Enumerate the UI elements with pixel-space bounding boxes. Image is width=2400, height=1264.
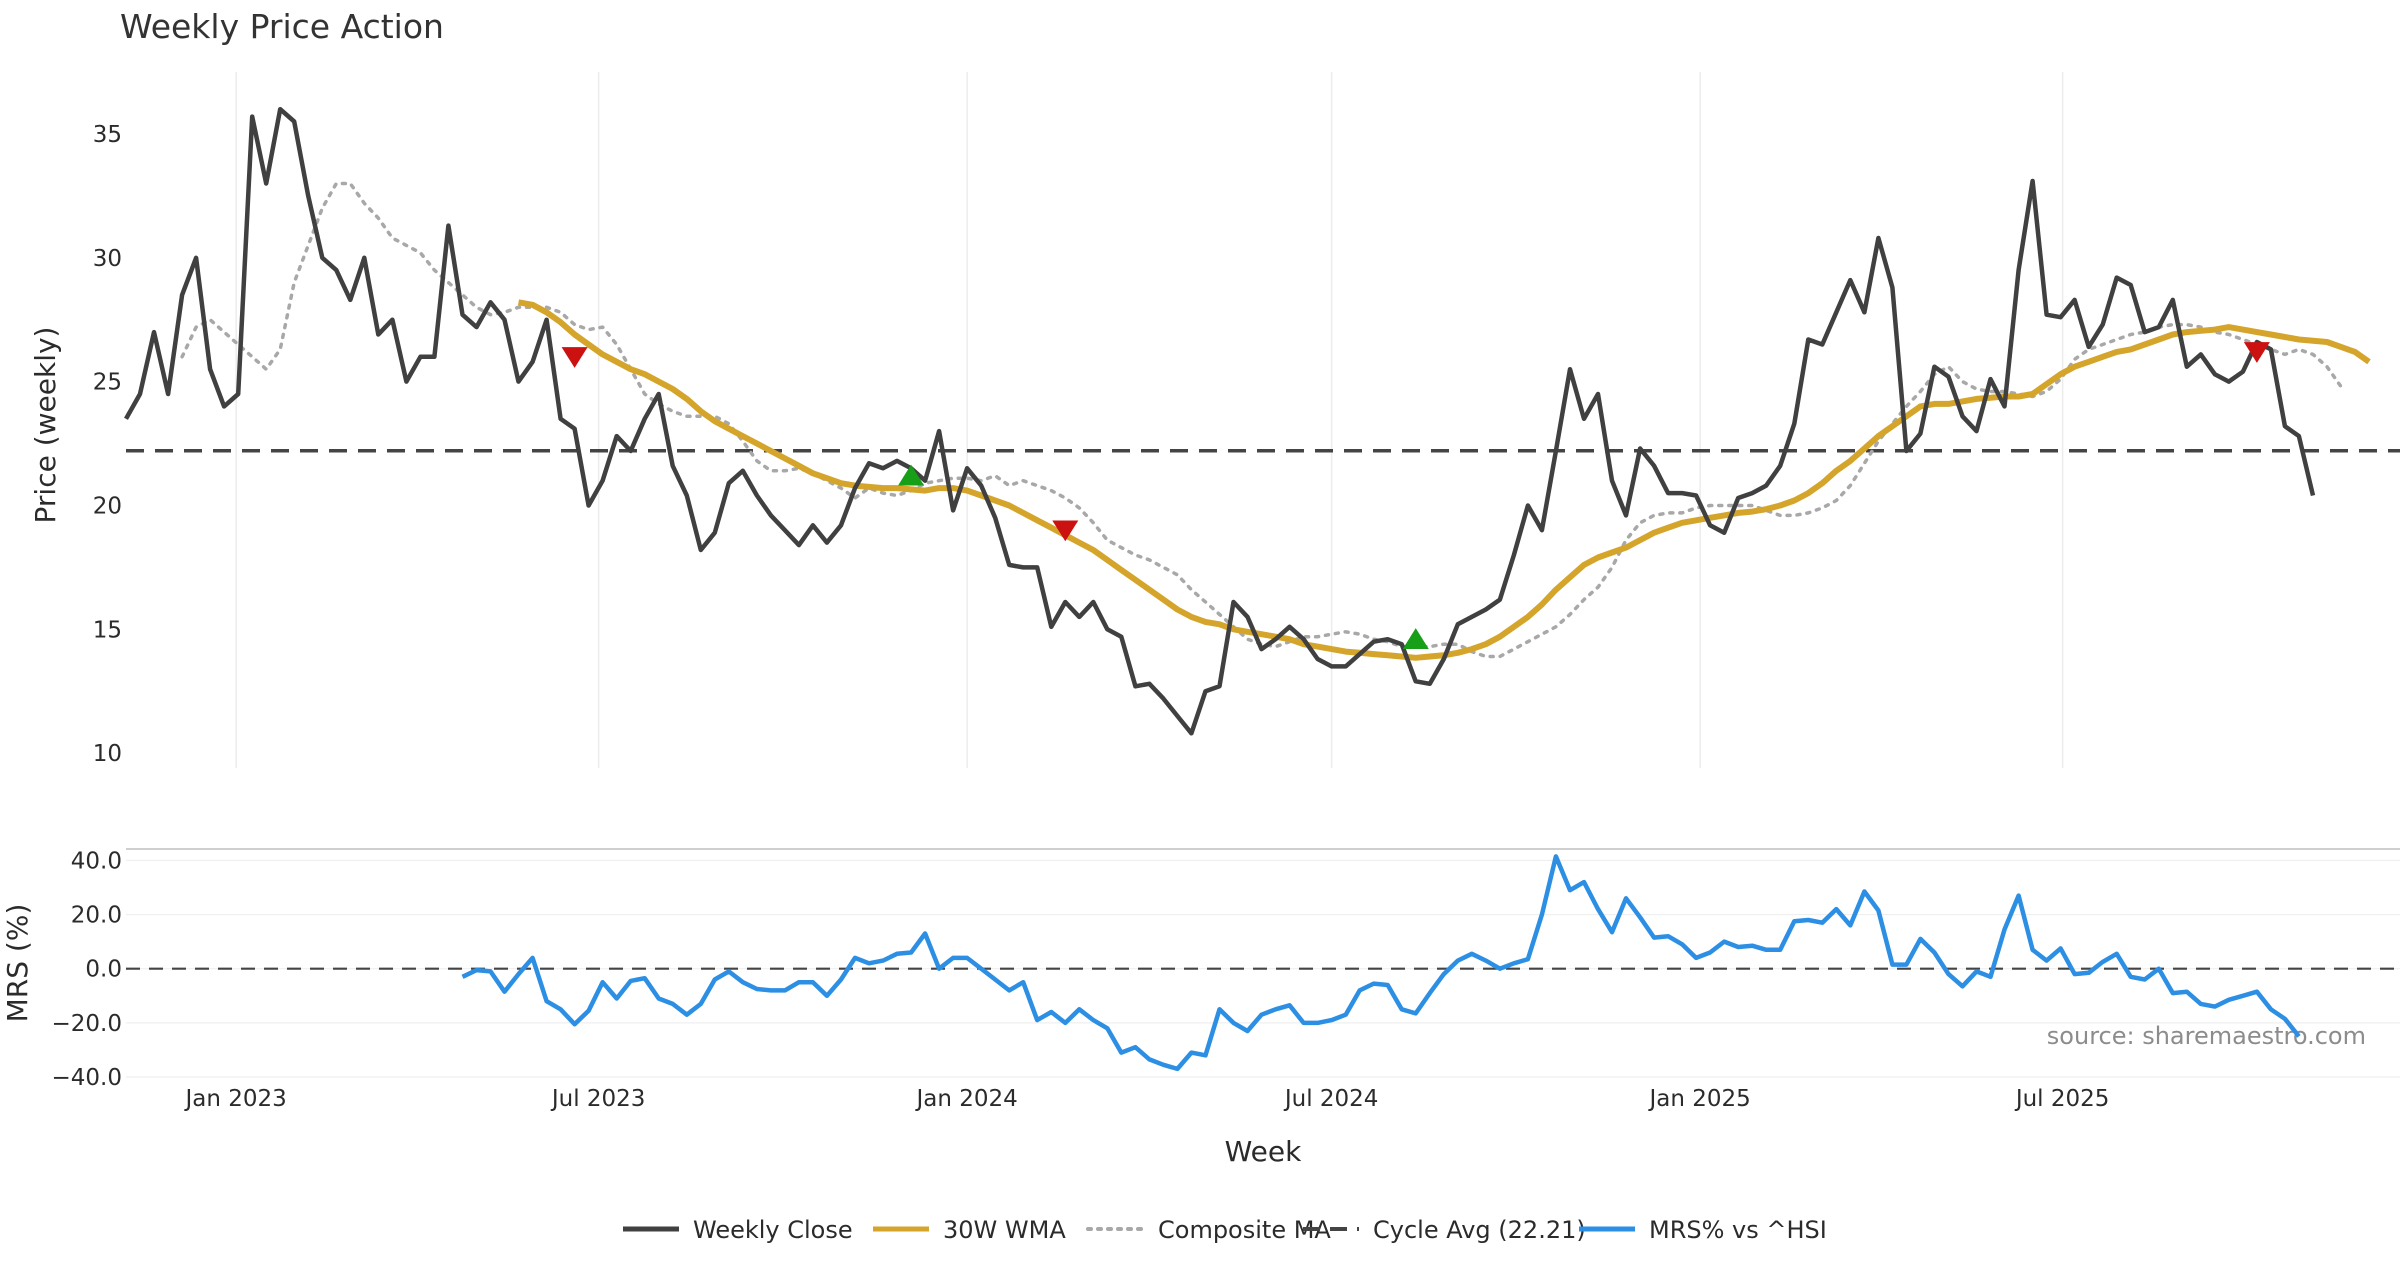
buy-signal-marker: [1402, 628, 1429, 649]
sell-signal-marker: [561, 347, 588, 368]
x-tick-label: Jan 2024: [914, 1086, 1017, 1112]
mrs-y-tick-label: 20.0: [71, 903, 122, 929]
signal-markers: [561, 342, 2270, 649]
legend-label: MRS% vs ^HSI: [1649, 1216, 1827, 1244]
price-y-tick-label: 30: [93, 246, 122, 272]
price-y-axis-label: Price (weekly): [29, 327, 62, 524]
mrs-y-tick-label: −20.0: [52, 1011, 122, 1037]
price-y-tick-label: 15: [93, 617, 122, 643]
mrs-y-tick-label: −40.0: [52, 1065, 122, 1091]
wma-30w-line: [517, 299, 2371, 661]
price-y-tick-label: 10: [93, 741, 122, 767]
mrs-y-tick-label: 40.0: [71, 848, 122, 874]
x-tick-label: Jul 2024: [1283, 1086, 1379, 1112]
x-tick-label: Jan 2025: [1647, 1086, 1750, 1112]
reference-lines: [126, 448, 2400, 970]
legend-item: MRS% vs ^HSI: [1579, 1216, 1827, 1244]
price-y-tick-label: 20: [93, 493, 122, 519]
x-tick-label: Jan 2023: [183, 1086, 286, 1112]
price-y-tick-label: 25: [93, 370, 122, 396]
mrs-y-axis-label: MRS (%): [1, 904, 34, 1023]
mrs-y-tick-label: 0.0: [85, 957, 122, 983]
tick-labels: Jan 2023 Jul 2023 Jan 2024 Jul 2024 Jan 2025…: [52, 122, 2110, 1112]
weekly-close-line: [124, 106, 2316, 736]
sell-signal-marker: [2243, 342, 2270, 363]
source-annotation: source: sharemaestro.com: [2047, 1022, 2366, 1050]
legend-item: Weekly Close: [623, 1216, 853, 1244]
legend-item: Composite MA: [1086, 1216, 1331, 1244]
legend-item: 30W WMA: [873, 1216, 1066, 1244]
legend-item: Cycle Avg (22.21): [1303, 1216, 1586, 1244]
x-axis-label: Week: [1225, 1135, 1302, 1168]
chart-title: Weekly Price Action: [120, 7, 444, 46]
legend-label: Cycle Avg (22.21): [1373, 1216, 1586, 1244]
x-tick-label: Jul 2023: [550, 1086, 646, 1112]
legend-label: Composite MA: [1158, 1216, 1331, 1244]
x-tick-label: Jul 2025: [2014, 1086, 2110, 1112]
legend-label: 30W WMA: [943, 1216, 1066, 1244]
price-y-tick-label: 35: [93, 122, 122, 148]
series-layer: [124, 106, 2371, 1072]
composite-ma-line: [180, 181, 2343, 659]
mrs-line: [461, 854, 2301, 1072]
buy-signal-marker: [898, 464, 925, 486]
legend-label: Weekly Close: [693, 1216, 853, 1244]
grid-layer: [126, 72, 2400, 1078]
sell-signal-marker: [1052, 520, 1079, 542]
legend: Weekly Close 30W WMA Composite MA Cycle Avg…: [623, 1216, 1827, 1244]
